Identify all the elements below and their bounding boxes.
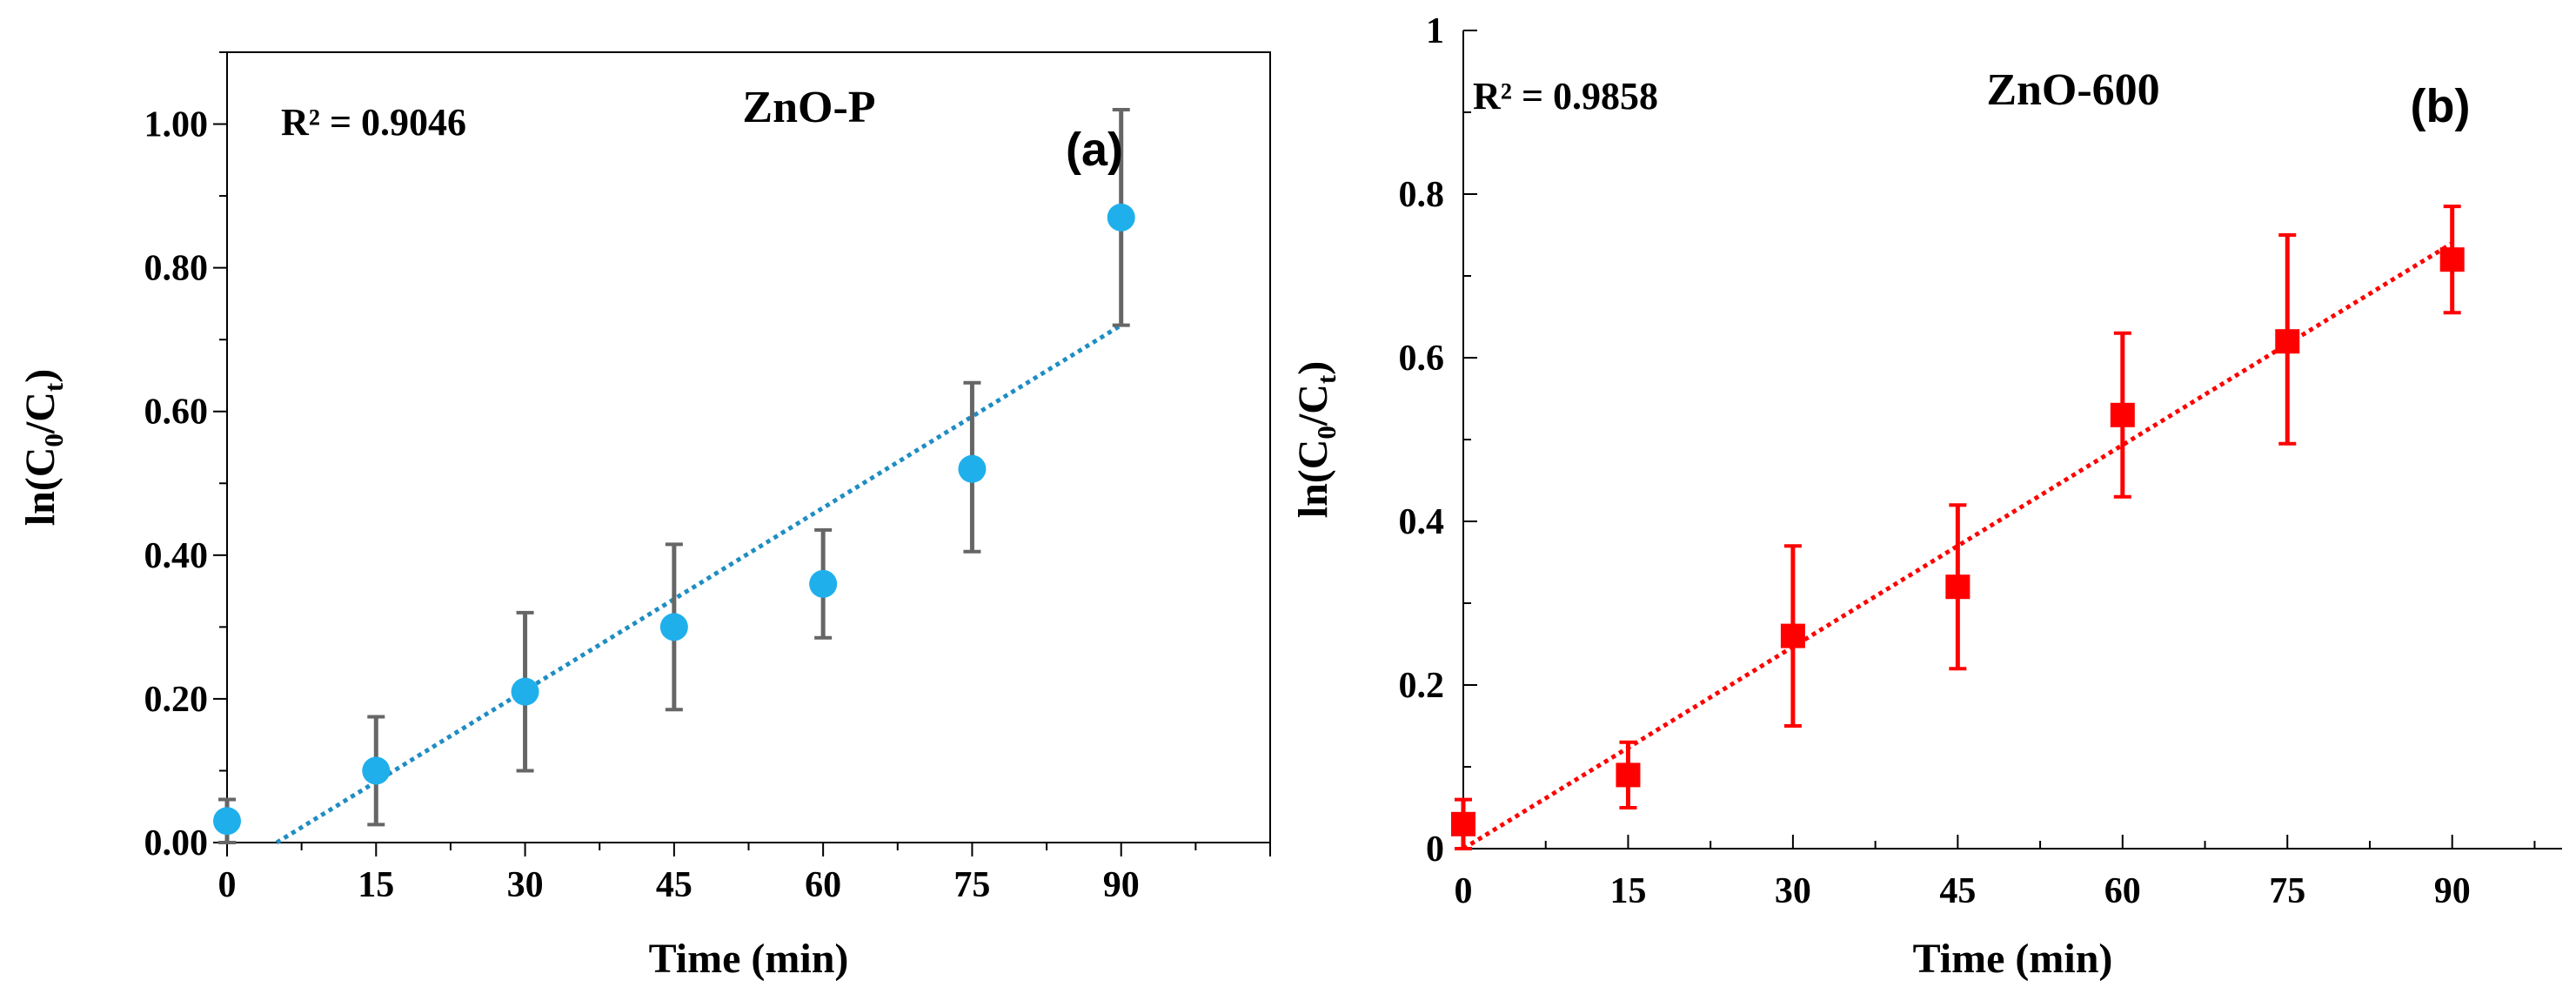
panel-b-y-tick-label: 0.8 — [1399, 175, 1445, 215]
panel-a-y-tick-label: 0.00 — [144, 823, 209, 863]
panel-a-data-point — [511, 677, 539, 706]
panel-a-y-tick-label: 1.00 — [144, 105, 209, 145]
panel-b-label: (b) — [2411, 80, 2471, 132]
panel-a-data-point — [1107, 203, 1135, 232]
panel-a-y-tick-label: 0.40 — [144, 536, 209, 576]
panel-a-x-tick-label: 75 — [953, 865, 990, 905]
panel-b-x-tick-label: 75 — [2269, 871, 2305, 911]
panel-a-label: (a) — [1066, 124, 1123, 176]
panel-b-data-point — [1945, 574, 1970, 600]
panel-b-x-tick-label: 0 — [1455, 871, 1473, 911]
panel-b-data-point — [2439, 247, 2465, 272]
panel-b-y-tick-label: 0.4 — [1399, 502, 1445, 542]
panel-b-data-point — [2275, 329, 2300, 354]
panel-a-data-point — [213, 807, 241, 836]
panel-b-data-point — [1780, 623, 1805, 648]
panel-b-r-squared: R² = 0.9858 — [1473, 75, 1658, 118]
panel-b-y-tick-label: 0.2 — [1399, 666, 1445, 706]
panel-b-y-tick-label: 0 — [1426, 829, 1444, 870]
panel-a-x-tick-label: 15 — [358, 865, 394, 905]
panel-a-x-tick-label: 90 — [1103, 865, 1140, 905]
panel-b-title: ZnO-600 — [1986, 65, 2159, 115]
panel-a-data-point — [958, 454, 987, 483]
panel-a-y-tick-label: 0.80 — [144, 249, 209, 289]
panel-b-x-tick-label: 60 — [2104, 871, 2141, 911]
panel-b-y-tick-label: 0.6 — [1399, 339, 1445, 379]
panel-b-x-tick-label: 45 — [1939, 871, 1976, 911]
panel-a-x-tick-label: 60 — [805, 865, 841, 905]
panel-a-x-axis-title: Time (min) — [649, 936, 849, 982]
panel-a-trendline — [275, 323, 1123, 845]
panel-b-data-point — [1451, 811, 1475, 836]
panel-a-data-point — [809, 569, 838, 598]
panel-a-x-tick-label: 45 — [656, 865, 693, 905]
panel-b-data-point — [2110, 402, 2135, 427]
panel-b-x-axis-title: Time (min) — [1913, 936, 2113, 982]
panel-b-y-tick-label: 1 — [1426, 11, 1444, 51]
panel-b-x-tick-label: 30 — [1775, 871, 1811, 911]
panel-a-data-point — [362, 756, 391, 785]
panel-a-y-axis-title: ln(C0/Ct) — [17, 369, 69, 527]
panel-a-r-squared: R² = 0.9046 — [281, 101, 466, 144]
panel-a-y-tick-label: 0.20 — [144, 680, 209, 720]
panel-b-data-point — [1616, 762, 1641, 788]
panel-b-x-tick-label: 90 — [2434, 871, 2471, 911]
panel-a-y-tick-label: 0.60 — [144, 393, 209, 433]
panel-a-data-point — [659, 613, 688, 641]
panel-a-x-tick-label: 0 — [218, 865, 237, 905]
panel-a-x-tick-label: 30 — [507, 865, 544, 905]
panel-b-y-axis-title: ln(C0/Ct) — [1290, 361, 1342, 519]
panel-a-title: ZnO-P — [742, 83, 875, 132]
panel-b-x-tick-label: 15 — [1609, 871, 1646, 911]
